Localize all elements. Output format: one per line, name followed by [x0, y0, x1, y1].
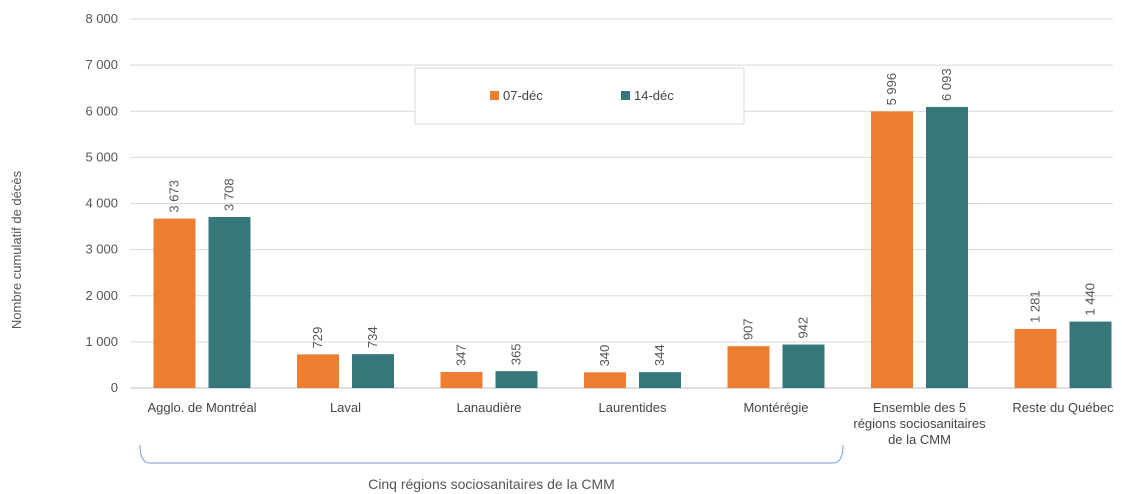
x-tick-label: Agglo. de Montréal — [147, 400, 256, 415]
x-tick-label: Laval — [330, 400, 361, 415]
y-tick-label: 7 000 — [85, 57, 118, 72]
data-label: 942 — [796, 317, 811, 339]
bar-07-déc — [153, 218, 196, 388]
data-label: 344 — [652, 344, 667, 366]
y-tick-label: 1 000 — [85, 334, 118, 349]
bars — [153, 106, 1112, 388]
data-label: 3 708 — [222, 178, 237, 211]
bar-14-déc — [495, 371, 538, 388]
data-label: 907 — [741, 318, 756, 340]
x-tick-label: Lanaudière — [456, 400, 521, 415]
bar-14-déc — [639, 372, 681, 388]
y-tick-label: 3 000 — [85, 242, 118, 257]
data-label: 1 281 — [1028, 290, 1043, 323]
data-label: 365 — [509, 343, 524, 365]
data-label: 729 — [310, 327, 325, 349]
x-axis-ticks: Agglo. de Montréal Laval Lanaudière Laurent… — [147, 400, 1114, 447]
x-tick-label: Laurentides — [599, 400, 667, 415]
data-label: 347 — [454, 344, 469, 366]
x-tick-label: Ensemble des 5 — [873, 400, 966, 415]
x-tick-label: Montérégie — [743, 400, 808, 415]
bar-14-déc — [1069, 321, 1112, 388]
data-label: 1 440 — [1083, 283, 1098, 316]
data-labels: 3 673 729 347 340 907 5 996 1 281 3 708 734 365 34… — [167, 68, 1098, 366]
bar-07-déc — [727, 346, 770, 388]
legend-swatch — [490, 91, 499, 100]
bracket-caption: Cinq régions sociosanitaires de la CMM — [368, 476, 615, 492]
legend-box — [414, 67, 745, 125]
x-tick-label: régions sociosanitaires — [853, 416, 986, 431]
bar-14-déc — [208, 216, 251, 388]
bar-07-déc — [584, 372, 626, 388]
x-tick-label: de la CMM — [888, 432, 951, 447]
bar-14-déc — [926, 106, 968, 388]
y-tick-label: 4 000 — [85, 196, 118, 211]
group-bracket: Cinq régions sociosanitaires de la CMM — [139, 444, 844, 492]
y-tick-label: 6 000 — [85, 103, 118, 118]
bar-07-déc — [297, 354, 339, 388]
bar-14-déc — [352, 354, 394, 388]
legend-swatch — [621, 91, 630, 100]
legend-label: 07-déc — [503, 88, 543, 103]
bar-07-déc — [1014, 328, 1057, 388]
y-tick-label: 8 000 — [85, 11, 118, 26]
bar-07-déc — [871, 111, 913, 388]
bracket-line — [139, 444, 844, 464]
data-label: 734 — [365, 326, 380, 348]
bar-14-déc — [782, 344, 825, 388]
y-axis-ticks: 0 1 000 2 000 3 000 4 000 5 000 6 000 7 000 8 00… — [85, 11, 118, 395]
data-label: 3 673 — [167, 180, 182, 213]
data-label: 5 996 — [884, 73, 899, 106]
data-label: 340 — [597, 345, 612, 367]
data-label: 6 093 — [939, 68, 954, 101]
y-axis-title: Nombre cumulatif de décès — [9, 170, 24, 329]
bar-07-déc — [440, 371, 483, 388]
gridlines — [130, 18, 1113, 389]
legend-label: 14-déc — [634, 88, 674, 103]
y-tick-label: 0 — [111, 380, 118, 395]
legend: 07-déc 14-déc — [414, 67, 745, 125]
y-tick-label: 2 000 — [85, 288, 118, 303]
x-tick-label: Reste du Québec — [1012, 400, 1114, 415]
y-tick-label: 5 000 — [85, 149, 118, 164]
